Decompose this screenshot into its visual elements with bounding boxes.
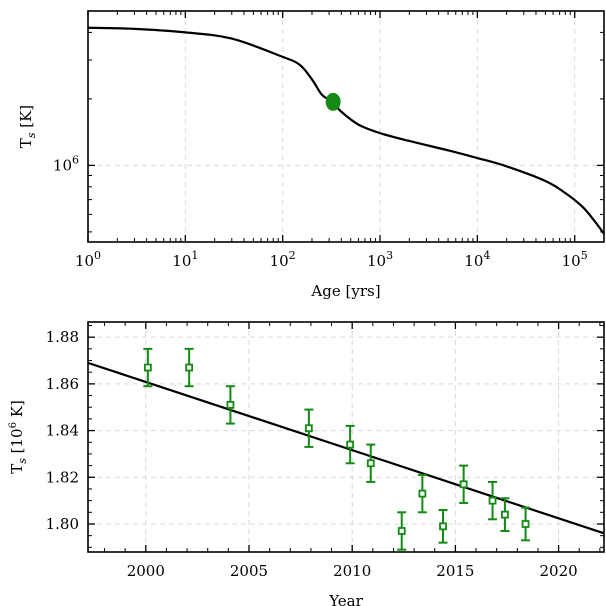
data-point [521,520,530,528]
y-axis-label: Ts [106 K] [8,400,29,474]
data-point [185,363,194,372]
x-tick-label: 101 [172,249,198,270]
x-tick-label: 105 [562,249,588,270]
data-point [366,459,375,468]
data-point [459,480,468,489]
data-point [346,440,355,449]
data-point [143,363,152,372]
x-tick-label: 2000 [127,562,165,580]
data-point [397,527,406,535]
x-tick-label: 2015 [436,562,474,580]
data-point [501,510,509,519]
x-axis-label: Year [328,592,363,606]
plot-area [88,26,604,235]
x-tick-label: 2020 [539,562,577,580]
data-point [439,522,447,531]
y-tick-label: 1.80 [46,515,79,533]
plot-area [88,347,604,551]
y-tick-label: 106 [53,153,79,174]
x-tick-label: 2010 [333,562,371,580]
x-axis-label: Age [yrs] [310,282,380,300]
x-tick-label: 2005 [230,562,268,580]
linear-fit-line [88,361,604,535]
data-point [304,424,313,433]
axes-frame [87,10,605,243]
x-tick-label: 102 [270,249,296,270]
x-tick-label: 103 [367,249,393,270]
x-tick-label: 104 [464,249,490,270]
cooling-curve-line [88,26,604,235]
y-tick-label: 1.84 [46,422,79,440]
y-tick-label: 1.88 [46,328,79,346]
data-point [418,489,427,498]
axes-frame [87,321,605,553]
y-tick-label: 1.82 [46,468,79,486]
current-age-marker [325,92,341,111]
cooling-curve-panel: 100 101 102 103 104 105 106 Age [yrs] Ts [K] [17,10,605,300]
x-tick-label: 100 [75,249,101,270]
temperature-timeseries-panel: 2000 2005 2010 2015 2020 1.80 1.82 1.84 1.86 1.88… [8,321,605,606]
y-axis-label: Ts [K] [17,105,38,148]
y-tick-label: 1.86 [46,375,79,393]
data-point [226,400,235,409]
data-point [488,496,497,505]
